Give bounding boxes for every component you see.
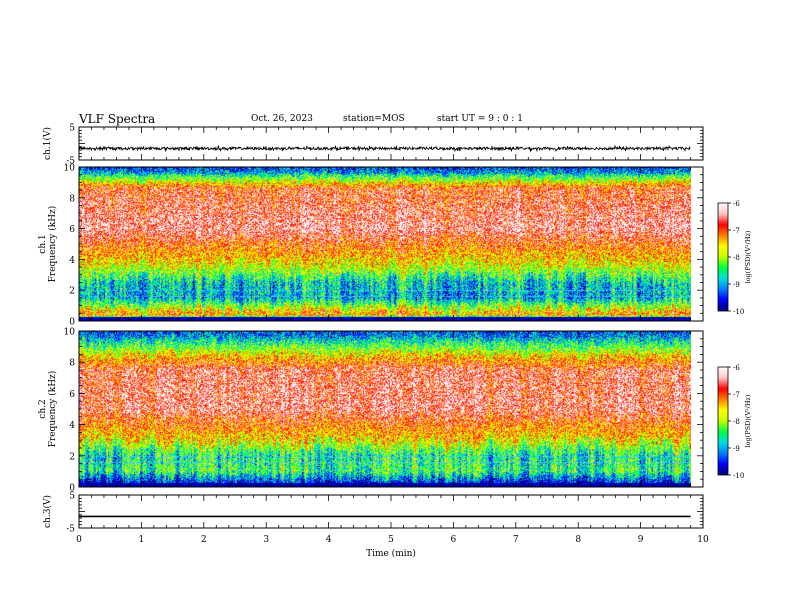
colorbar-tick-label: -9 xyxy=(733,281,740,289)
axes xyxy=(78,126,704,529)
colorbar-tick-label: -9 xyxy=(733,445,740,453)
y-tick-label: -5 xyxy=(66,525,75,535)
colorbars: -6 -7 -8 -9 -10 log(PSD)(V²/Hz) -6 -7 -8 -9 -10 log… xyxy=(717,200,752,480)
station-label: station=MOS xyxy=(343,114,405,124)
y-tick-label: 4 xyxy=(69,256,75,266)
x-axis-label: Time (min) xyxy=(366,548,416,559)
y-tick-label: 10 xyxy=(64,164,76,174)
y-tick-label: 6 xyxy=(69,225,75,235)
y-tick-label: 0 xyxy=(69,484,75,494)
y-tick-label: 8 xyxy=(69,194,75,204)
ch2-spectrogram-image xyxy=(79,331,691,487)
colorbar-label: log(PSD)(V²/Hz) xyxy=(744,230,752,283)
colorbar-tick-label: -10 xyxy=(733,308,744,316)
ch2-spectrogram-ylabel: ch.2 xyxy=(38,399,48,418)
ch1-spectrogram-ylabel: Frequency (kHz) xyxy=(47,206,58,283)
chart-title: VLF Spectra xyxy=(79,112,156,126)
y-tick-label: 10 xyxy=(64,328,76,338)
colorbar-gradient xyxy=(718,367,728,475)
x-tick-label: 0 xyxy=(76,535,82,545)
x-tick-label: 3 xyxy=(263,535,269,545)
colorbar-tick-label: -8 xyxy=(733,418,740,426)
colorbar-tick-label: -7 xyxy=(733,391,740,399)
colorbar-tick-label: -10 xyxy=(733,472,744,480)
x-tick-label: 4 xyxy=(326,535,332,545)
spectrogram-images xyxy=(79,167,691,487)
colorbar-gradient xyxy=(718,203,728,311)
x-tick-label: 10 xyxy=(697,535,709,545)
y-tick-label: 5 xyxy=(69,124,75,134)
x-tick-label: 2 xyxy=(201,535,207,545)
y-tick-label: 4 xyxy=(69,421,75,431)
y-tick-label: 5 xyxy=(69,492,75,502)
x-tick-label: 1 xyxy=(139,535,145,545)
date-label: Oct. 26, 2023 xyxy=(251,114,313,124)
x-tick-label: 7 xyxy=(513,535,519,545)
ch1-spectrogram-image xyxy=(79,167,691,321)
ch1-spectrogram-ylabel: ch.1 xyxy=(38,234,48,253)
y-tick-label: -5 xyxy=(66,157,75,167)
y-tick-label: 0 xyxy=(69,318,75,328)
y-tick-label: 2 xyxy=(69,452,75,462)
x-tick-label: 9 xyxy=(638,535,644,545)
colorbar-tick-label: -8 xyxy=(733,254,740,262)
y-tick-label: 8 xyxy=(69,359,75,369)
colorbar-label: log(PSD)(V²/Hz) xyxy=(744,394,752,447)
x-tick-label: 8 xyxy=(575,535,581,545)
ch3-waveform-ylabel: ch.3(V) xyxy=(42,495,53,528)
ch1-waveform-line xyxy=(78,144,691,153)
x-tick-label: 6 xyxy=(451,535,457,545)
y-tick-label: 6 xyxy=(69,390,75,400)
colorbar-tick-label: -6 xyxy=(733,200,740,208)
start-time-label: start UT = 9 : 0 : 1 xyxy=(437,114,523,124)
x-tick-label: 5 xyxy=(388,535,394,545)
colorbar-tick-label: -7 xyxy=(733,227,740,235)
ch1-waveform-ylabel: ch.1(V) xyxy=(42,127,53,160)
colorbar-tick-label: -6 xyxy=(733,364,740,372)
waveform-lines xyxy=(78,144,691,518)
ch2-spectrogram-ylabel: Frequency (kHz) xyxy=(47,371,58,448)
y-tick-label: 2 xyxy=(69,287,75,297)
